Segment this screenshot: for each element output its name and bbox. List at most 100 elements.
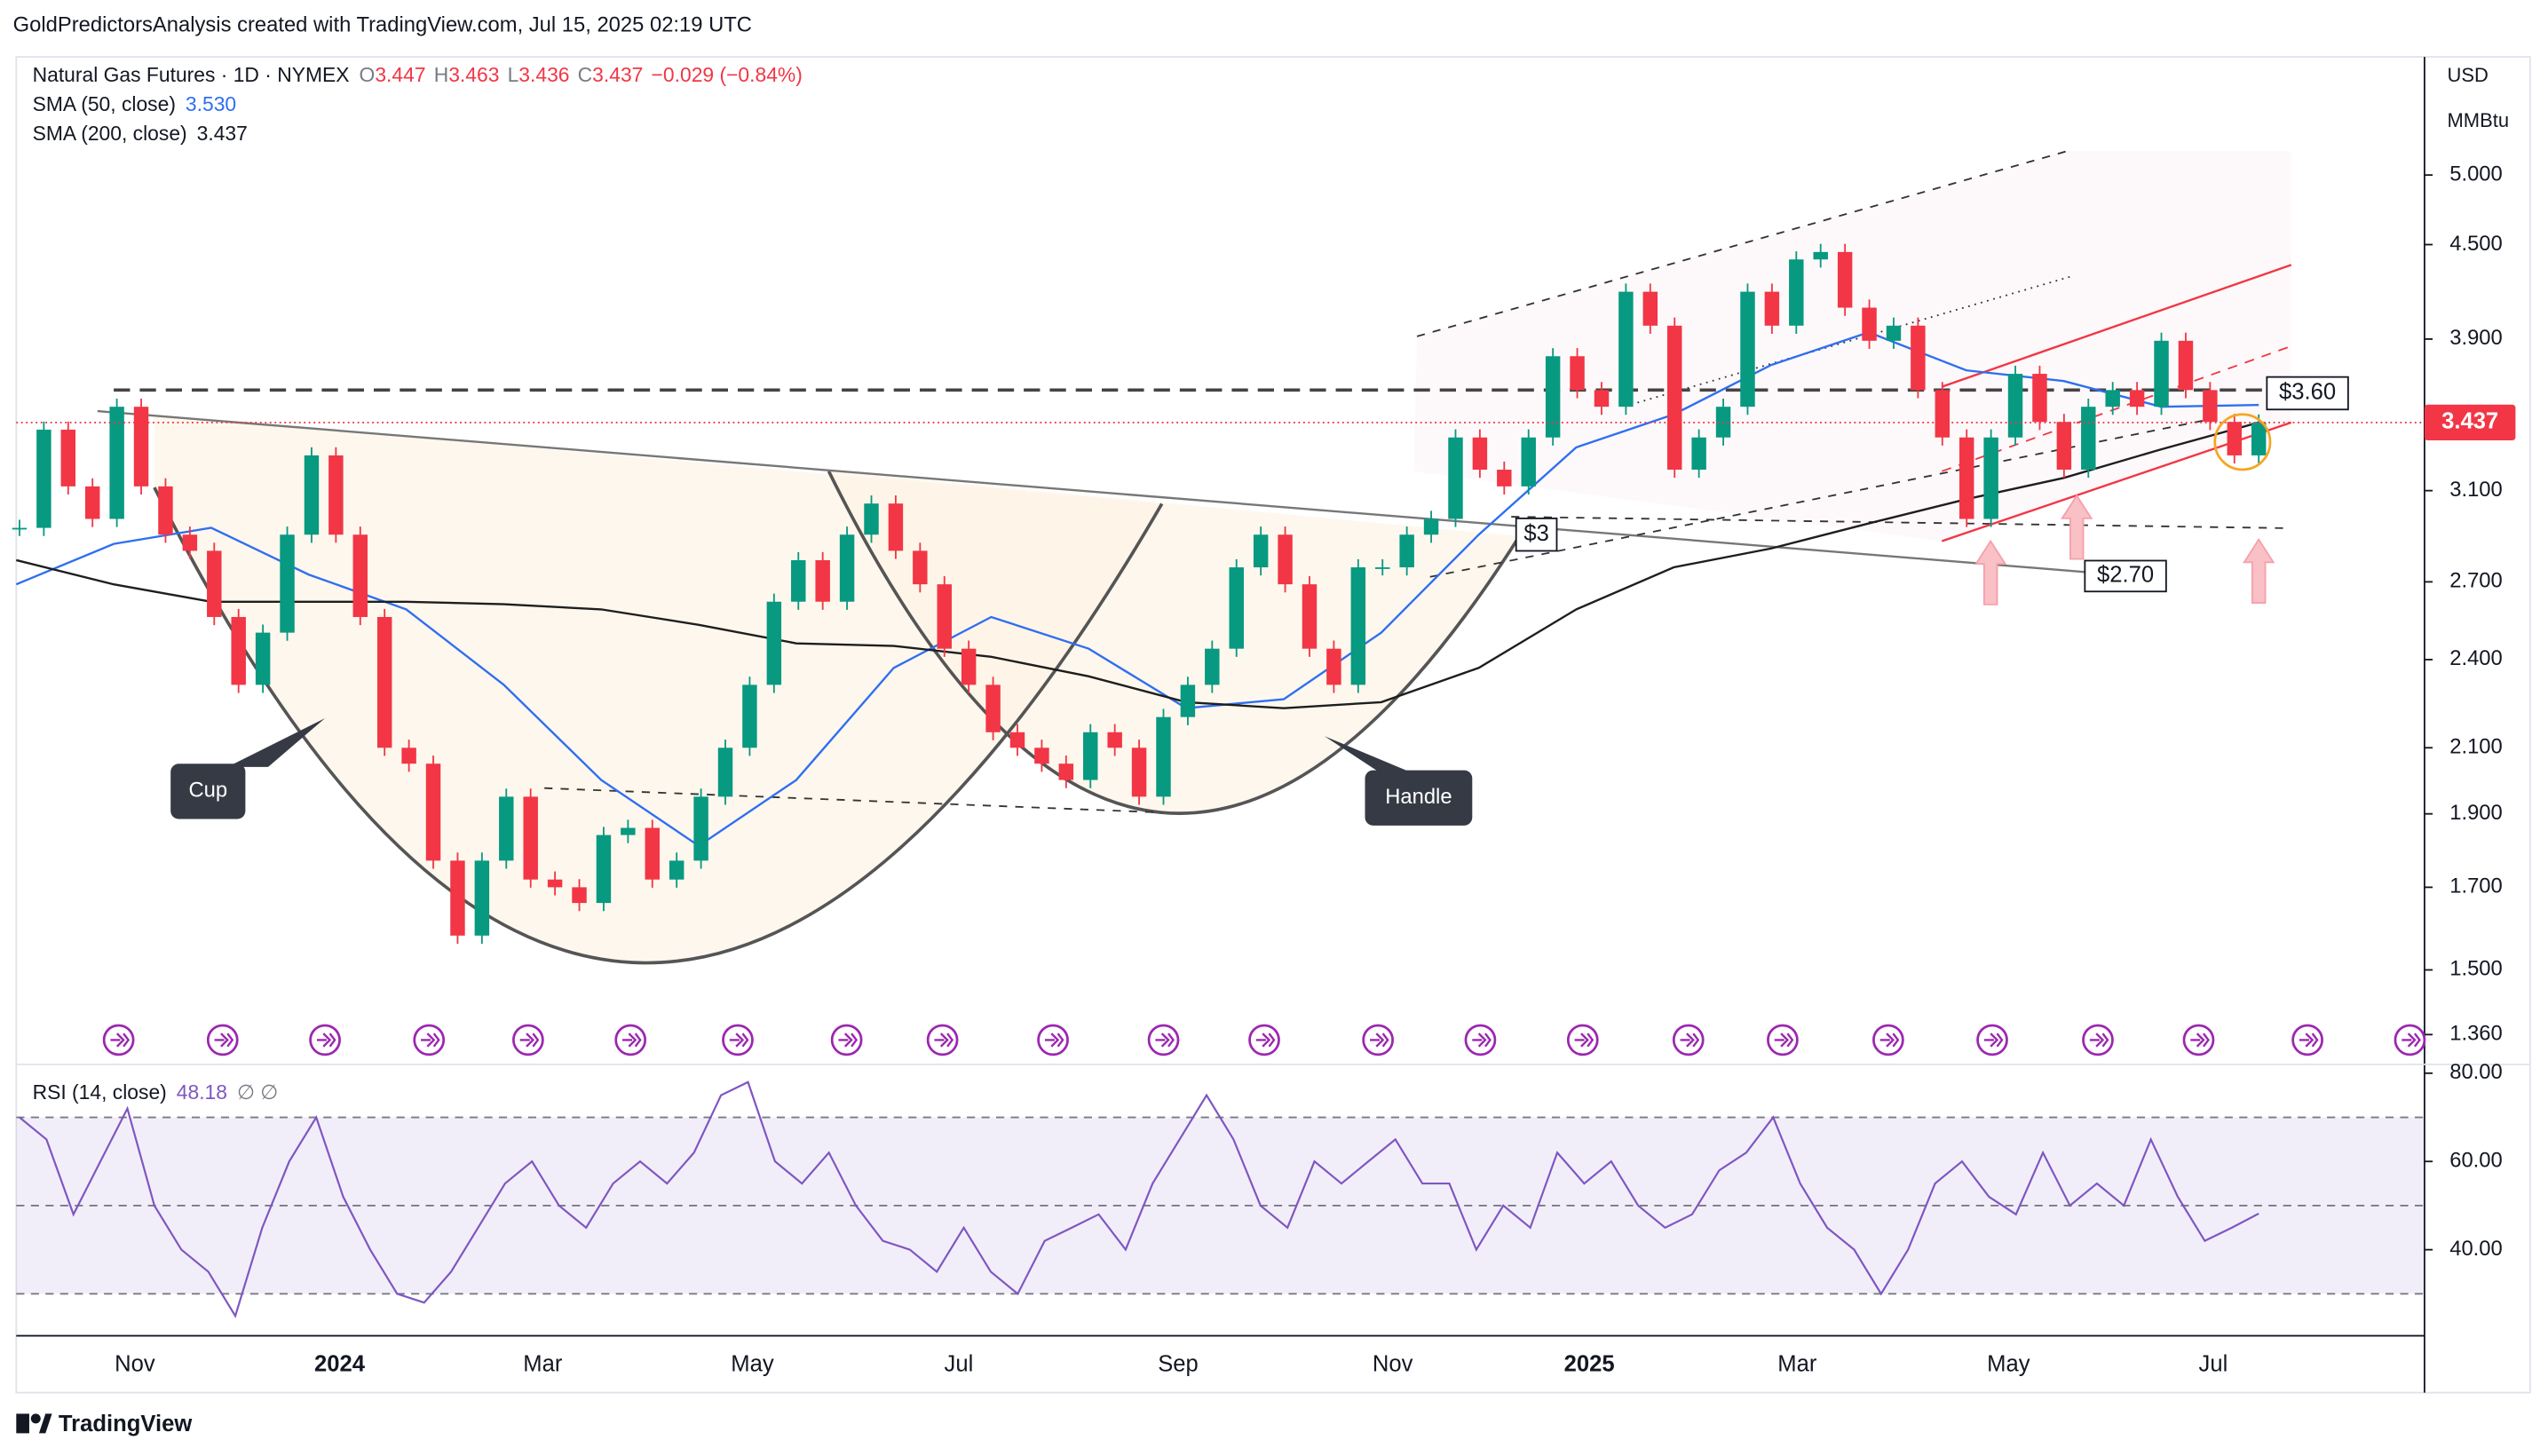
event-glyph <box>421 1033 440 1048</box>
candle <box>717 748 733 797</box>
legend-rsi: RSI (14, close) 48.18 ∅ ∅ <box>33 1080 279 1104</box>
candle <box>1009 732 1025 748</box>
quote-key: O <box>360 63 376 86</box>
candle <box>2007 374 2023 438</box>
candle <box>158 486 173 535</box>
x-tick-label: Mar <box>1777 1351 1817 1376</box>
candle <box>547 879 563 888</box>
unit: MMBtu <box>2448 109 2510 131</box>
candle <box>1472 437 1488 471</box>
marks: 5.000 4.500 3.900 3.100 2.700 2.400 2.100 1.900… <box>12 162 2516 1376</box>
legend-name: SMA (50, close) <box>33 92 176 115</box>
candle <box>133 407 149 487</box>
x-tick-label: Sep <box>1158 1351 1199 1376</box>
candle <box>913 550 928 585</box>
candle <box>2129 390 2145 408</box>
footer-brand: TradingView <box>59 1412 192 1436</box>
candle <box>839 534 855 602</box>
highlight-circle <box>2213 413 2272 471</box>
candle <box>2178 340 2194 391</box>
candle <box>1180 684 1196 717</box>
y-tick-label: 40.00 <box>2449 1237 2503 1261</box>
event-glyph <box>1155 1033 1175 1048</box>
currency: USD <box>2448 64 2489 86</box>
event-glyph <box>1574 1033 1594 1048</box>
candle <box>1764 291 1780 326</box>
candle <box>1862 307 1877 341</box>
candle <box>1837 251 1853 308</box>
candle <box>2203 390 2218 423</box>
label-box <box>2266 376 2349 411</box>
candle <box>1789 259 1804 326</box>
x-tick-label: May <box>731 1351 774 1376</box>
candle <box>766 601 782 685</box>
candle <box>2251 422 2267 455</box>
candle <box>1350 567 1366 685</box>
event-glyph <box>934 1033 954 1048</box>
event-glyph <box>2402 1033 2421 1048</box>
annotation: $3 <box>1523 521 1549 546</box>
candle <box>425 764 441 861</box>
symbol: Natural Gas Futures · 1D · NYMEX <box>33 63 350 86</box>
legend-sma50: SMA (50, close) 3.530 <box>33 92 237 115</box>
candle <box>1326 648 1341 685</box>
candle <box>109 407 124 519</box>
quote-value: 3.436 <box>518 63 569 86</box>
candle <box>961 648 977 685</box>
cup-arc <box>153 487 1164 965</box>
legend-name: RSI (14, close) <box>33 1080 167 1104</box>
candle <box>1813 251 1828 260</box>
event-glyph <box>110 1033 131 1048</box>
candle <box>2154 340 2169 408</box>
x-tick-label: Jul <box>945 1351 974 1376</box>
y-tick-label: 3.900 <box>2449 326 2503 350</box>
candle <box>1253 534 1269 568</box>
candle <box>450 860 465 936</box>
candle <box>1666 325 1682 471</box>
candle <box>693 796 708 861</box>
y-tick-label: 2.100 <box>2449 735 2503 759</box>
quote-key: C <box>578 63 593 86</box>
candle <box>1205 648 1220 685</box>
candle <box>1448 437 1463 519</box>
candle <box>815 559 830 602</box>
candle <box>499 796 514 861</box>
x-tick-label: May <box>1987 1351 2030 1376</box>
channel-lower <box>1429 418 2211 578</box>
candle <box>1034 748 1049 764</box>
y-tick-label: 3.100 <box>2449 478 2503 502</box>
last-price-label: 3.437 <box>2441 409 2498 434</box>
frame <box>15 56 2531 1394</box>
change: −0.029 (−0.84%) <box>652 63 803 86</box>
logo-part <box>16 1413 29 1434</box>
annotation: $2.70 <box>2097 563 2154 588</box>
candle <box>1302 584 1318 649</box>
candle <box>1156 716 1171 797</box>
event-glyph <box>2190 1033 2210 1048</box>
candle <box>60 429 76 487</box>
y-tick-label: 5.000 <box>2449 162 2503 186</box>
candle <box>182 534 198 551</box>
candle <box>1740 291 1755 408</box>
legend-sma200: SMA (200, close) 3.437 <box>33 122 248 145</box>
x-tick-label: Jul <box>2199 1351 2228 1376</box>
candle <box>1375 567 1390 569</box>
candle <box>1107 732 1122 748</box>
candle <box>1083 732 1098 780</box>
up-arrow <box>2061 494 2093 560</box>
event-glyph <box>214 1033 234 1048</box>
y-tick-label: 4.500 <box>2449 232 2503 256</box>
candle <box>1058 764 1074 780</box>
event-glyph <box>2299 1033 2319 1048</box>
legend: Natural Gas Futures · 1D · NYMEX O3.447 H3… <box>33 63 803 86</box>
candle <box>1983 437 1998 519</box>
candle <box>231 616 246 685</box>
red-channel-upper <box>1941 264 2292 388</box>
candle <box>1131 748 1147 797</box>
event-glyph <box>519 1033 540 1048</box>
logo-part <box>38 1413 52 1434</box>
x-tick-label: Nov <box>115 1351 155 1376</box>
candle <box>376 616 392 748</box>
candle <box>523 796 538 880</box>
candle <box>255 632 271 685</box>
